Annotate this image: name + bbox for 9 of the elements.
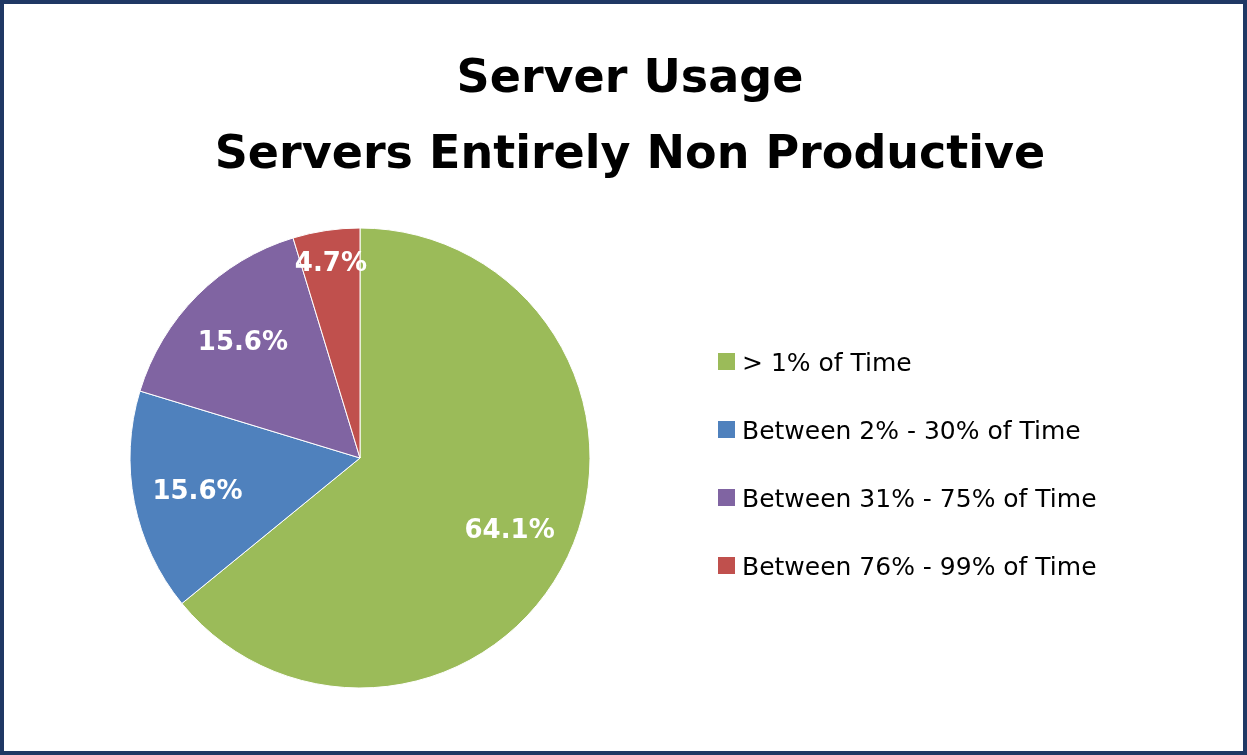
legend-label: Between 31% - 75% of Time <box>742 483 1097 513</box>
legend-label: Between 76% - 99% of Time <box>742 551 1097 581</box>
chart-subtitle: Servers Entirely Non Productive <box>214 125 1046 179</box>
legend-label: Between 2% - 30% of Time <box>742 415 1081 445</box>
data-label: 64.1% <box>464 514 555 545</box>
legend-label: > 1% of Time <box>742 347 912 377</box>
data-label: 15.6% <box>152 475 243 506</box>
data-label: 15.6% <box>197 326 288 356</box>
chart-title: Server Usage <box>456 49 804 103</box>
